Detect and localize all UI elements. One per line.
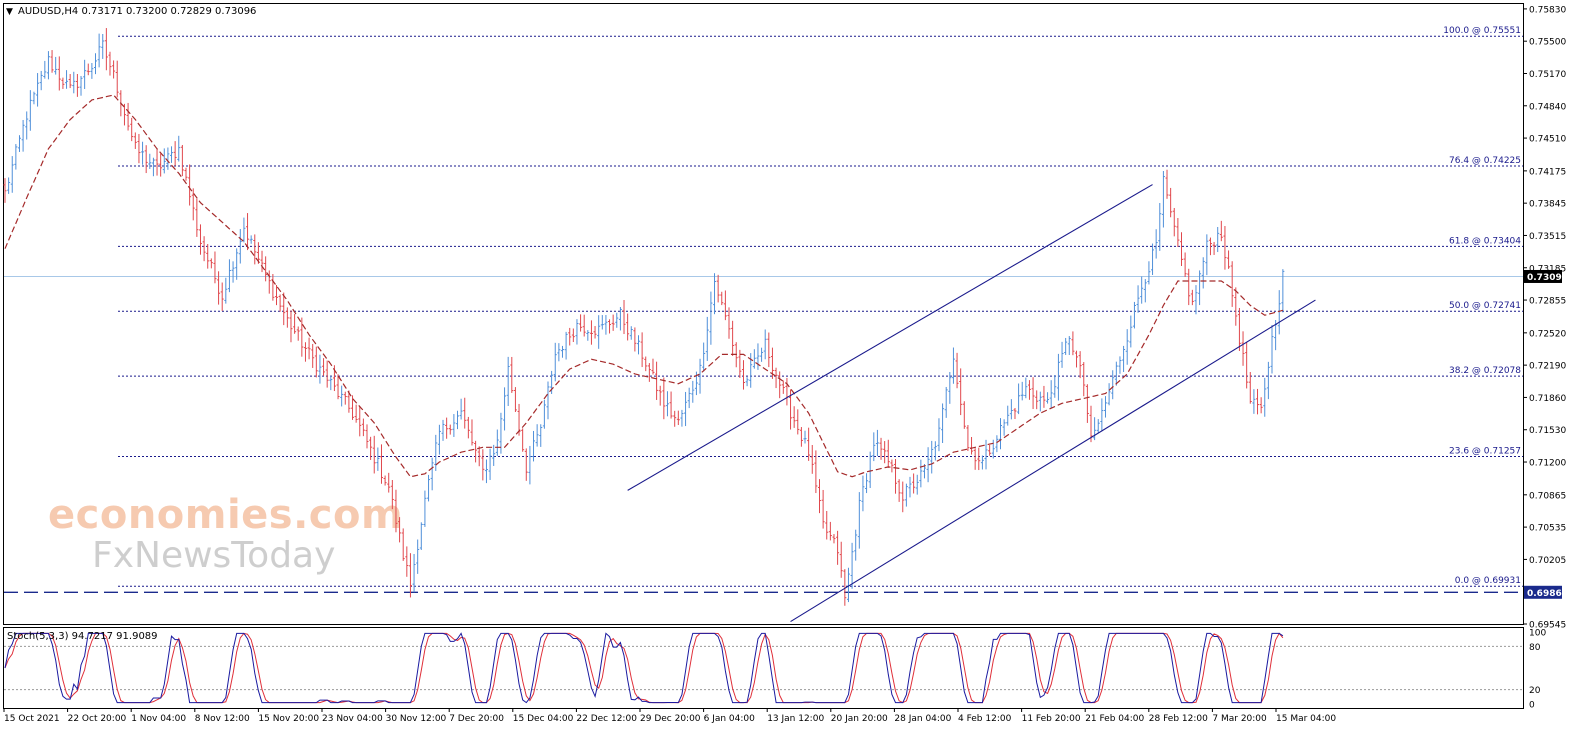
x-tick-label: 11 Feb 20:00 (1022, 714, 1081, 724)
y-tick-label: 0.74840 (1529, 102, 1566, 112)
stoch-signal-line (4, 632, 1284, 704)
y-tick-label: 0.72855 (1529, 297, 1566, 307)
y-tick-label: 0.72190 (1529, 362, 1566, 372)
x-tick-label: 22 Dec 12:00 (576, 714, 637, 724)
main-pane-frame (3, 3, 1524, 625)
x-tick-label: 7 Dec 20:00 (449, 714, 504, 724)
fib-level-label: 61.8 @ 0.73404 (1449, 236, 1521, 246)
fib-level-label: 0.0 @ 0.69931 (1455, 576, 1521, 586)
y-tick-label: 0.73515 (1529, 232, 1566, 242)
x-tick-label: 20 Jan 20:00 (831, 714, 888, 724)
x-tick-label: 28 Feb 12:00 (1149, 714, 1208, 724)
stoch-y-tick-label: 80 (1529, 643, 1541, 653)
fib-level-label: 76.4 @ 0.74225 (1449, 156, 1521, 166)
fib-level-label: 23.6 @ 0.71257 (1449, 446, 1521, 456)
x-tick-label: 30 Nov 12:00 (386, 714, 447, 724)
x-tick-label: 15 Oct 2021 (4, 714, 60, 724)
current-price-tag: 0.73096 (1527, 273, 1568, 283)
y-tick-label: 0.70865 (1529, 491, 1566, 501)
y-tick-label: 0.70205 (1529, 556, 1566, 566)
stoch-pane-frame (3, 627, 1524, 709)
y-tick-label: 0.75170 (1529, 70, 1566, 80)
symbol-header: AUDUSD,H4 0.73171 0.73200 0.72829 0.7309… (18, 6, 256, 17)
y-tick-label: 0.72520 (1529, 329, 1566, 339)
x-tick-label: 15 Mar 04:00 (1276, 714, 1336, 724)
y-tick-label: 0.74510 (1529, 135, 1566, 145)
fib-level-label: 100.0 @ 0.75551 (1443, 26, 1521, 36)
x-tick-label: 28 Jan 04:00 (894, 714, 951, 724)
fib-level-label: 38.2 @ 0.72078 (1449, 366, 1521, 376)
channel-lower-line[interactable] (790, 299, 1316, 623)
y-tick-label: 0.71530 (1529, 426, 1566, 436)
x-tick-label: 21 Feb 04:00 (1085, 714, 1144, 724)
x-tick-label: 15 Dec 04:00 (513, 714, 574, 724)
y-tick-label: 0.75500 (1529, 38, 1566, 48)
stoch-y-tick-label: 20 (1529, 686, 1541, 696)
x-tick-label: 8 Nov 12:00 (195, 714, 250, 724)
x-tick-label: 1 Nov 04:00 (131, 714, 186, 724)
stoch-y-tick-label: 100 (1529, 629, 1546, 639)
current-price-tag-bg (1524, 269, 1562, 283)
channel-upper-line[interactable] (627, 184, 1153, 491)
y-tick-label: 0.75830 (1529, 5, 1566, 15)
stoch-main-line (4, 632, 1284, 704)
x-tick-label: 15 Nov 20:00 (258, 714, 319, 724)
y-tick-label: 0.74175 (1529, 167, 1566, 177)
fib-level-label: 50.0 @ 0.72741 (1449, 301, 1521, 311)
y-tick-label: 0.73185 (1529, 264, 1566, 274)
x-tick-label: 6 Jan 04:00 (704, 714, 756, 724)
support-price-tag-bg (1524, 585, 1562, 599)
watermark-fxnewstoday: FxNewsToday (92, 535, 335, 576)
x-tick-label: 13 Jan 12:00 (767, 714, 824, 724)
support-price-tag: 0.69869 (1527, 589, 1568, 599)
stoch-y-tick-label: 0 (1529, 701, 1535, 711)
y-tick-label: 0.70535 (1529, 524, 1566, 534)
moving-average-line (4, 94, 1284, 478)
x-tick-label: 22 Oct 20:00 (68, 714, 127, 724)
y-tick-label: 0.73845 (1529, 200, 1566, 210)
collapse-arrow-icon[interactable]: ▼ (6, 7, 13, 17)
x-tick-label: 4 Feb 12:00 (958, 714, 1012, 724)
y-tick-label: 0.69545 (1529, 621, 1566, 631)
y-tick-label: 0.71860 (1529, 394, 1566, 404)
stoch-header: Stoch(5,3,3) 94.7217 91.9089 (7, 631, 158, 642)
watermark-economies: economies.com (48, 492, 403, 538)
x-tick-label: 7 Mar 20:00 (1212, 714, 1267, 724)
x-tick-label: 29 Dec 20:00 (640, 714, 701, 724)
y-tick-label: 0.71200 (1529, 459, 1566, 469)
x-tick-label: 23 Nov 04:00 (322, 714, 383, 724)
